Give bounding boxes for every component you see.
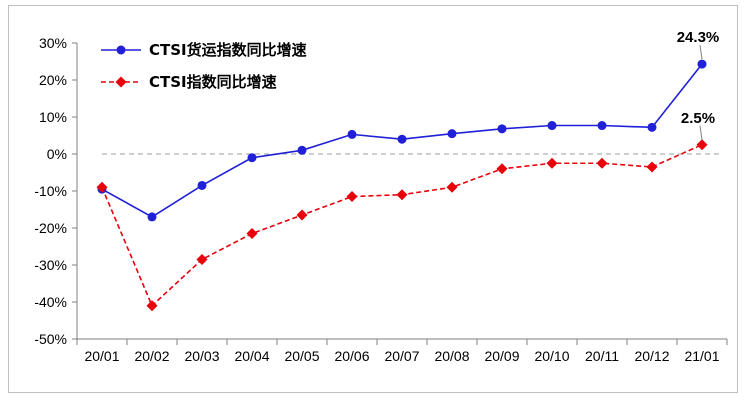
y-tick-label: 20% — [39, 72, 67, 88]
data-point-circle — [247, 153, 257, 163]
legend-label: CTSI货运指数同比增速 — [149, 41, 307, 59]
x-tick-label: 20/02 — [134, 348, 169, 364]
y-tick-label: 10% — [39, 109, 67, 125]
x-tick-label: 20/09 — [484, 348, 519, 364]
leader-line — [699, 125, 703, 140]
series-2 — [96, 139, 708, 312]
annotations: 24.3% 2.5% — [677, 29, 720, 140]
data-label: 24.3% — [677, 29, 720, 46]
chart-frame: 30% 20% 10% 0% -10% -20% -30% -40% -50% 20/01 20/0… — [8, 5, 738, 393]
y-tick-label: -40% — [34, 294, 67, 310]
data-point-circle — [397, 134, 407, 144]
leader-line — [699, 45, 703, 60]
data-point-circle — [347, 129, 357, 139]
x-tick-label: 20/03 — [184, 348, 219, 364]
y-tick-label: 30% — [39, 35, 67, 51]
y-tick-label: -10% — [34, 183, 67, 199]
x-tick-label: 20/10 — [534, 348, 569, 364]
y-tick-label: -20% — [34, 220, 67, 236]
data-point-circle — [547, 121, 557, 131]
data-point-diamond — [196, 253, 208, 265]
data-point-diamond — [146, 300, 158, 312]
data-point-diamond — [646, 161, 658, 173]
data-point-diamond — [346, 191, 358, 203]
x-tick-label: 20/05 — [284, 348, 319, 364]
data-point-circle — [197, 180, 207, 190]
x-tick-label: 20/04 — [234, 348, 269, 364]
data-point-diamond — [546, 157, 558, 169]
series-line — [101, 144, 703, 308]
series-1 — [97, 59, 707, 222]
legend: CTSI货运指数同比增速 CTSI指数同比增速 — [101, 41, 307, 91]
data-point-circle — [297, 145, 307, 155]
data-point-diamond — [446, 181, 458, 193]
x-tick-label: 20/11 — [585, 348, 619, 364]
data-point-circle — [647, 122, 657, 132]
data-point-diamond — [596, 157, 608, 169]
x-tick-label: 20/12 — [634, 348, 669, 364]
data-point-circle — [447, 129, 457, 139]
y-tick-label: -50% — [34, 331, 67, 347]
data-point-circle — [116, 45, 126, 55]
data-label: 2.5% — [681, 110, 715, 127]
y-tick-label: 0% — [47, 146, 67, 162]
data-point-diamond — [246, 228, 258, 240]
data-point-diamond — [696, 139, 708, 151]
data-point-diamond — [115, 76, 127, 88]
x-tick-label: 20/07 — [384, 348, 419, 364]
axes-layer: 30% 20% 10% 0% -10% -20% -30% -40% -50% 20/01 20/0… — [34, 35, 728, 364]
data-point-diamond — [296, 209, 308, 221]
data-point-circle — [147, 212, 157, 222]
data-point-diamond — [496, 163, 508, 175]
data-point-diamond — [96, 181, 108, 193]
legend-label: CTSI指数同比增速 — [149, 73, 277, 91]
data-point-circle — [697, 59, 707, 69]
x-tick-label: 20/08 — [434, 348, 469, 364]
x-tick-label: 20/01 — [84, 348, 119, 364]
x-tick-label: 20/06 — [334, 348, 369, 364]
y-tick-label: -30% — [34, 257, 67, 273]
data-point-circle — [597, 121, 607, 131]
data-point-circle — [497, 124, 507, 134]
data-point-diamond — [396, 189, 408, 201]
series-layer — [96, 59, 708, 312]
x-tick-label: 21/01 — [684, 348, 719, 364]
line-chart: 30% 20% 10% 0% -10% -20% -30% -40% -50% 20/01 20/0… — [34, 29, 728, 364]
